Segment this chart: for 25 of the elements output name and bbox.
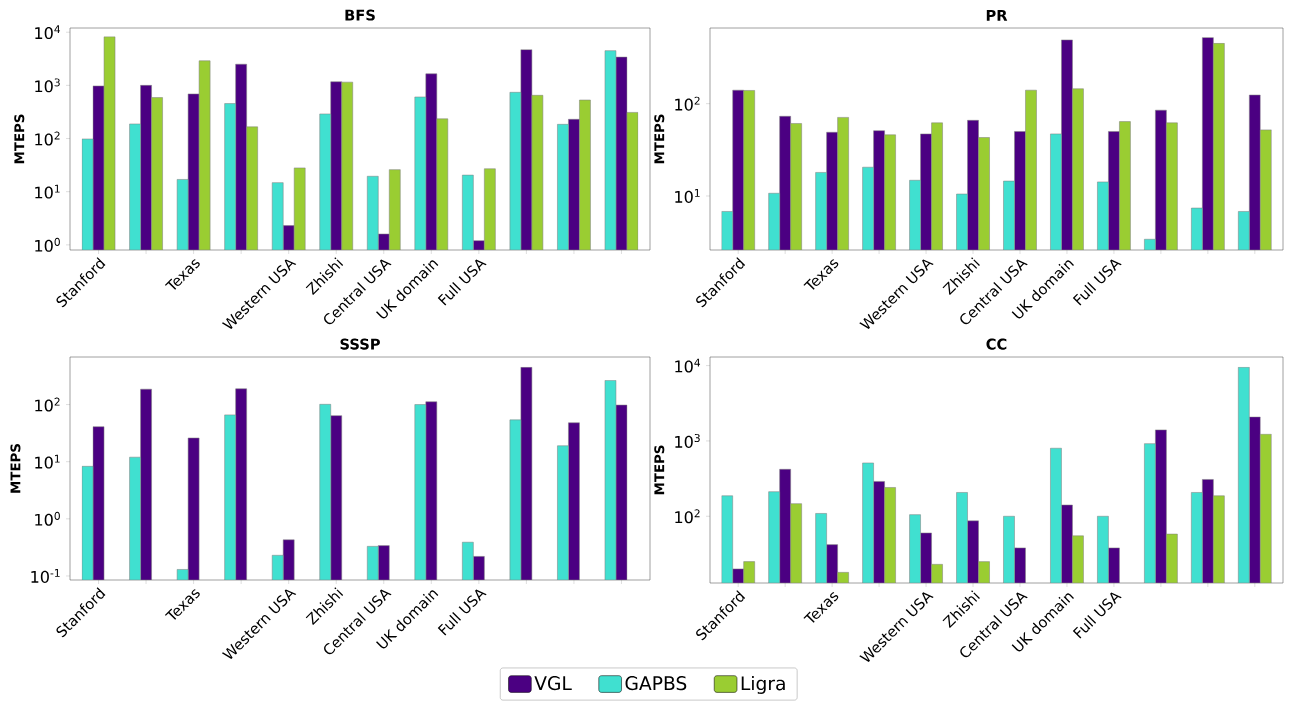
chart-title: BFS: [345, 9, 375, 21]
y-tick-label: 10$^{1}$: [35, 184, 60, 199]
y-tick-label: 10$^{1}$: [35, 454, 60, 469]
y-axis-title: MTEPS: [14, 114, 25, 164]
y-tick-label: 10$^{-1}$: [31, 569, 60, 583]
legend-label: GAPBS: [625, 676, 687, 691]
legend-label: Ligra: [741, 675, 785, 695]
y-tick-label: 10$^{3}$: [675, 433, 700, 448]
y-tick-label: 10$^{4}$: [35, 25, 61, 40]
chart-title: SSSP: [340, 338, 380, 350]
y-tick-label: 10$^{2}$: [675, 96, 700, 111]
y-tick-label: 10$^{2}$: [35, 131, 60, 146]
y-tick-label: 10$^{0}$: [35, 237, 60, 252]
legend-label: VGL: [534, 676, 572, 691]
y-axis-title: MTEPS: [654, 445, 665, 495]
y-tick-label: 10$^{4}$: [675, 358, 701, 373]
y-axis-title: MTEPS: [10, 444, 21, 493]
y-tick-label: 10$^{0}$: [35, 511, 60, 526]
chart-title: CC: [986, 338, 1007, 350]
y-tick-label: 10$^{1}$: [675, 189, 700, 203]
y-tick-label: 10$^{2}$: [35, 397, 60, 412]
chart-title: PR: [986, 9, 1008, 21]
y-axis-title: MTEPS: [654, 114, 665, 164]
y-tick-label: 10$^{3}$: [35, 78, 60, 93]
y-tick-label: 10$^{2}$: [675, 509, 700, 524]
